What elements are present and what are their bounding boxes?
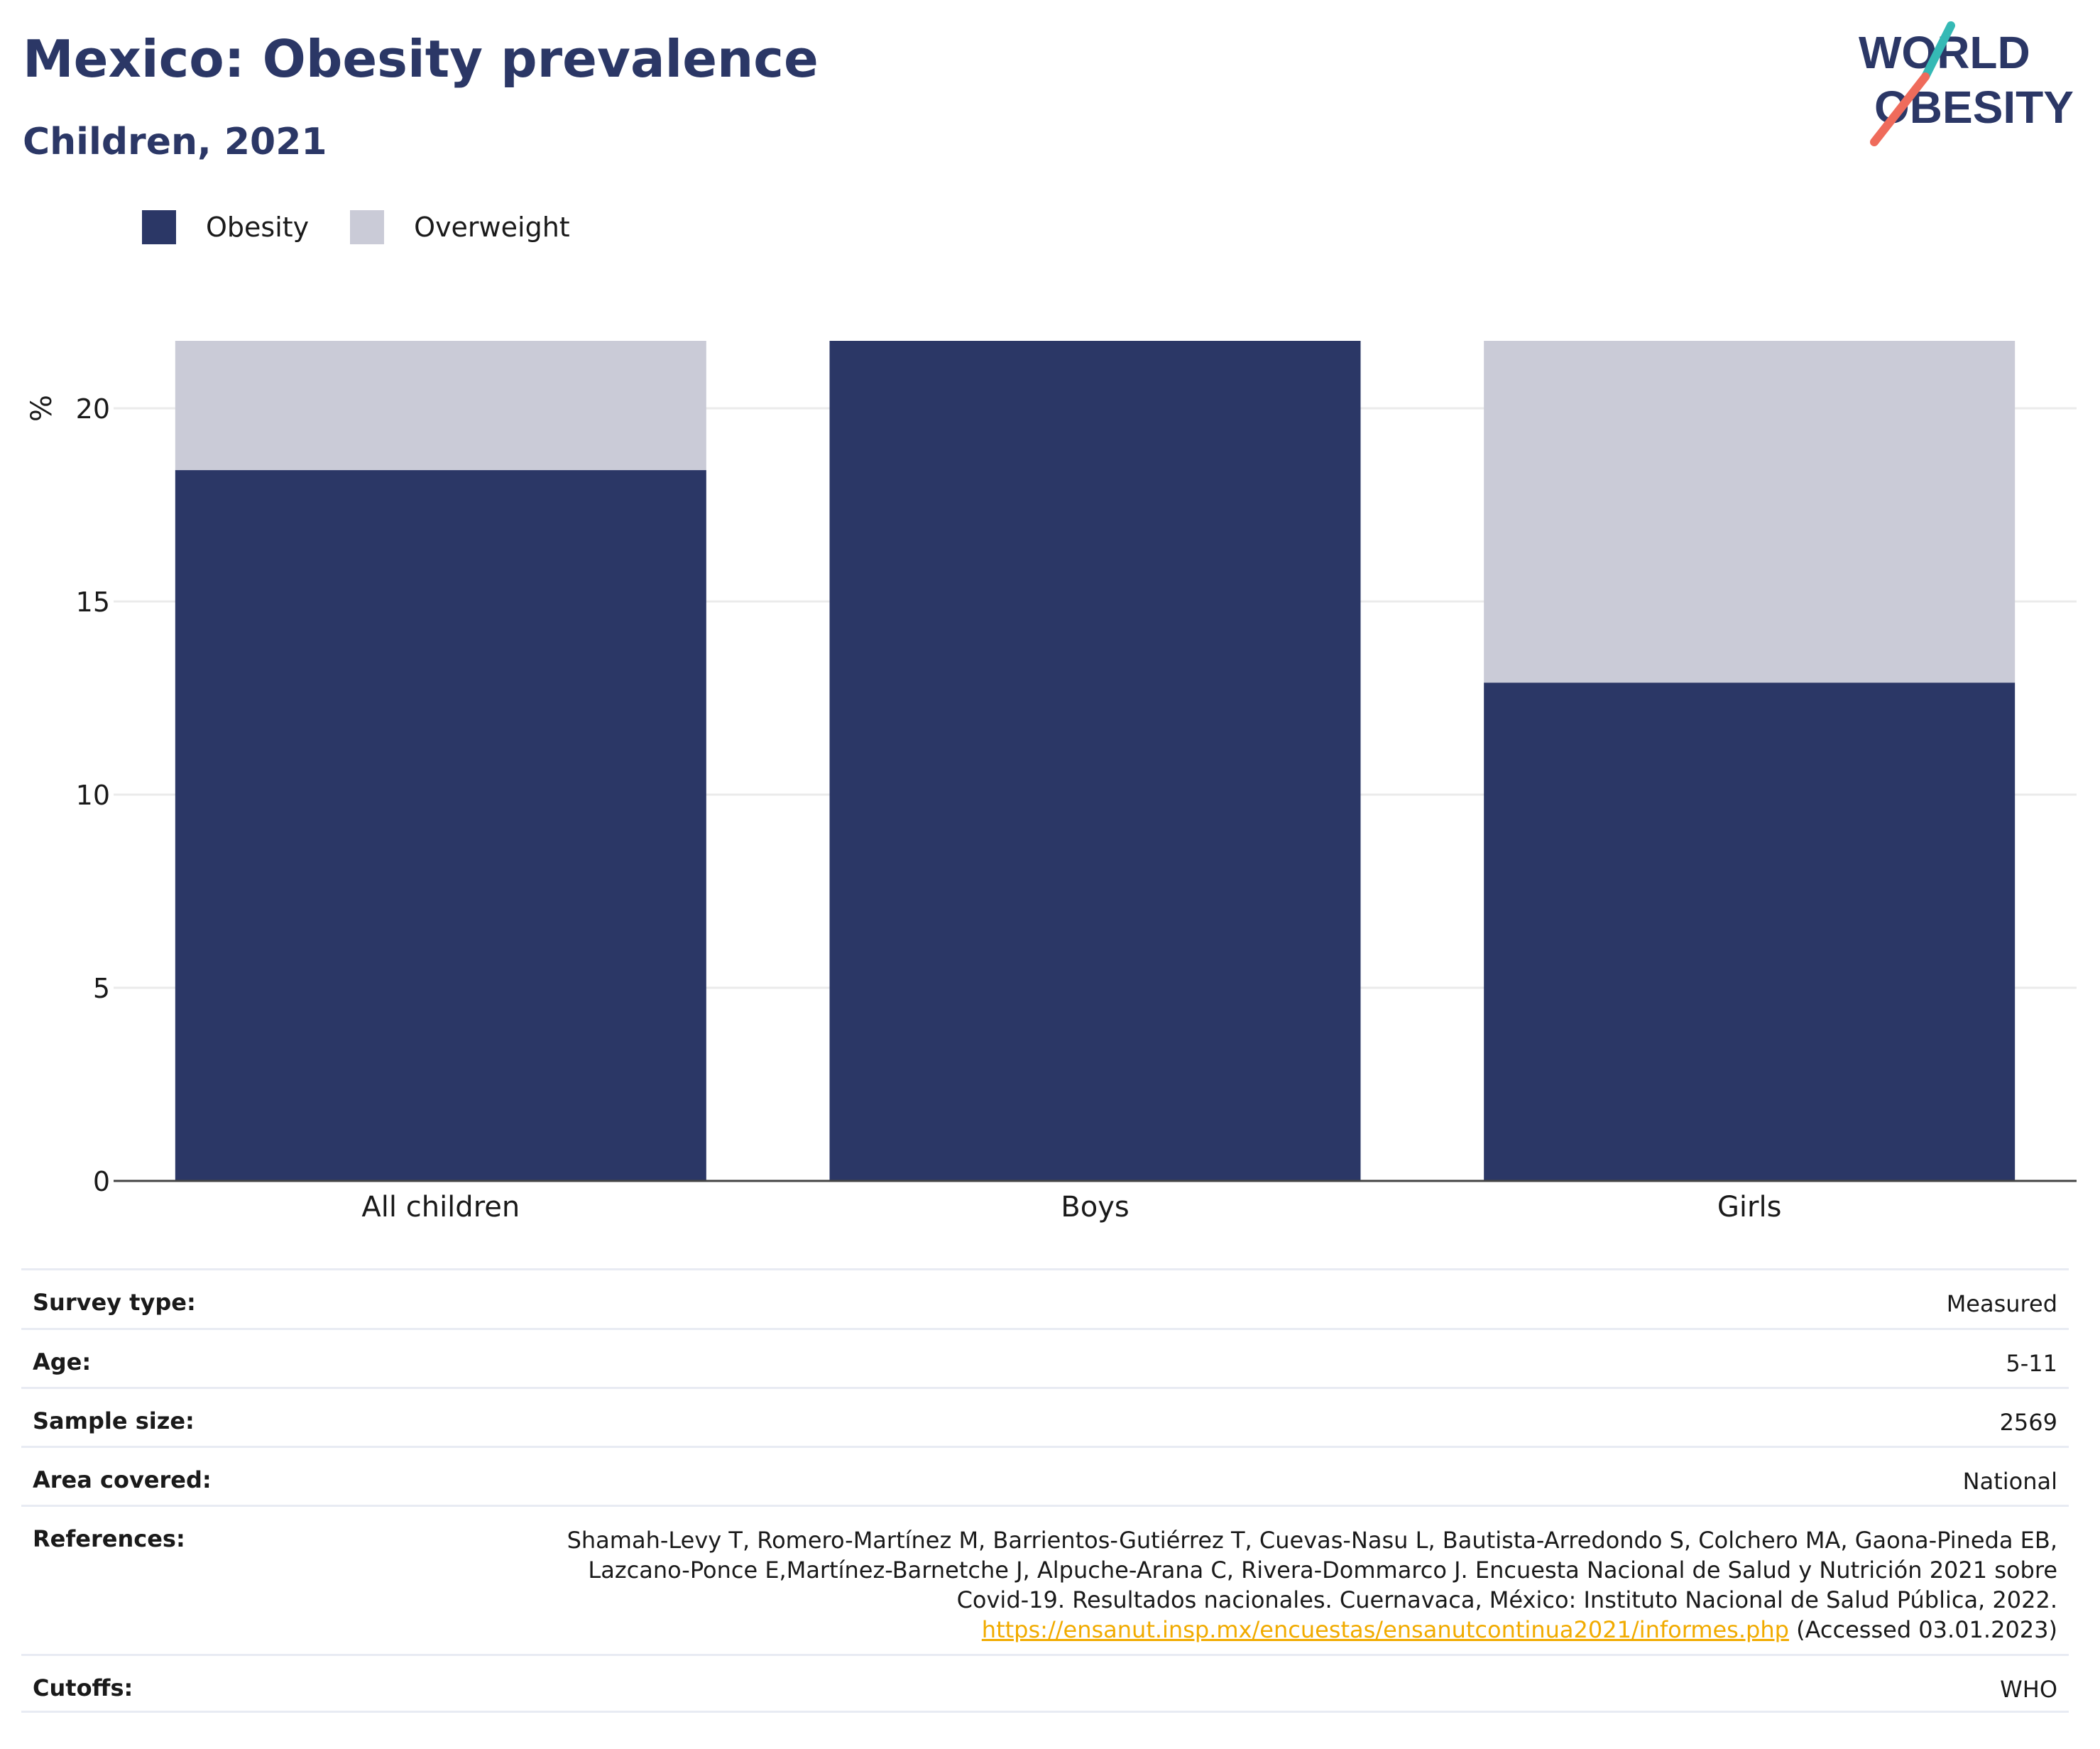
meta-row-age: Age: 5-11: [21, 1328, 2069, 1387]
meta-value-cutoffs: WHO: [2000, 1676, 2057, 1703]
logo-line2: OBESITY: [1874, 82, 2074, 133]
logo-slash-coral: [1870, 72, 1930, 146]
y-tick-label-10: 10: [76, 780, 110, 811]
x-tick-label-girls: Girls: [1717, 1191, 1782, 1224]
reference-line-4: https://ensanut.insp.mx/encuestas/ensanu…: [567, 1615, 2057, 1645]
bar-obesity-boys: [829, 341, 1361, 1181]
reference-accessed: (Accessed 03.01.2023): [1788, 1616, 2057, 1643]
bar-overweight-girls: [1484, 341, 2016, 683]
y-axis-label: %: [26, 395, 58, 422]
meta-value-area: National: [1962, 1468, 2057, 1495]
survey-metadata-table: Survey type: Measured Age: 5-11 Sample s…: [21, 1268, 2069, 1713]
reference-line-3: Covid-19. Resultados nacionales. Cuernav…: [956, 1586, 2057, 1613]
bar-obesity-girls: [1484, 682, 2016, 1181]
meta-value-sample-size: 2569: [1999, 1409, 2057, 1436]
chart-title: Mexico: Obesity prevalence: [23, 29, 819, 89]
y-tick-label-5: 5: [93, 973, 110, 1004]
reference-line-1: Shamah-Levy T, Romero-Martínez M, Barrie…: [567, 1527, 2057, 1554]
bar-obesity-all-children: [175, 470, 706, 1181]
legend-swatch-overweight: [350, 210, 385, 244]
y-tick-label-0: 0: [93, 1166, 110, 1197]
legend-label-obesity: Obesity: [206, 212, 310, 243]
meta-label-area: Area covered:: [33, 1466, 212, 1493]
meta-row-survey-type: Survey type: Measured: [21, 1268, 2069, 1328]
legend-swatch-obesity: [142, 210, 176, 244]
meta-value-survey-type: Measured: [1946, 1290, 2057, 1317]
legend-item-obesity[interactable]: Obesity: [142, 210, 309, 244]
x-tick-label-boys: Boys: [1061, 1191, 1129, 1224]
meta-row-sample-size: Sample size: 2569: [21, 1387, 2069, 1446]
chart-legend: Obesity Overweight: [142, 210, 611, 244]
reference-line-2: Lazcano-Ponce E,Martínez-Barnetche J, Al…: [588, 1557, 2057, 1584]
chart-subtitle: Children, 2021: [23, 121, 327, 163]
meta-row-cutoffs: Cutoffs: WHO: [21, 1654, 2069, 1713]
meta-row-references: References: Shamah-Levy T, Romero-Martín…: [21, 1505, 2069, 1654]
meta-label-age: Age:: [33, 1348, 92, 1375]
bar-overweight-all-children: [175, 341, 706, 471]
legend-label-overweight: Overweight: [414, 212, 570, 243]
meta-value-age: 5-11: [2006, 1350, 2057, 1377]
reference-link[interactable]: https://ensanut.insp.mx/encuestas/ensanu…: [981, 1616, 1789, 1643]
x-tick-label-all-children: All children: [361, 1191, 520, 1224]
meta-label-references: References:: [33, 1525, 185, 1552]
meta-label-sample-size: Sample size:: [33, 1407, 195, 1434]
logo-slash-teal: [1921, 21, 1955, 81]
meta-row-area: Area covered: National: [21, 1446, 2069, 1505]
meta-label-cutoffs: Cutoffs:: [33, 1674, 133, 1701]
world-obesity-logo: WORLD OBESITY: [1859, 21, 2074, 146]
y-tick-label-20: 20: [76, 393, 110, 425]
y-tick-label-15: 15: [76, 587, 110, 618]
meta-value-references: Shamah-Levy T, Romero-Martínez M, Barrie…: [567, 1525, 2057, 1645]
meta-label-survey-type: Survey type:: [33, 1289, 196, 1316]
legend-item-overweight[interactable]: Overweight: [350, 210, 570, 244]
